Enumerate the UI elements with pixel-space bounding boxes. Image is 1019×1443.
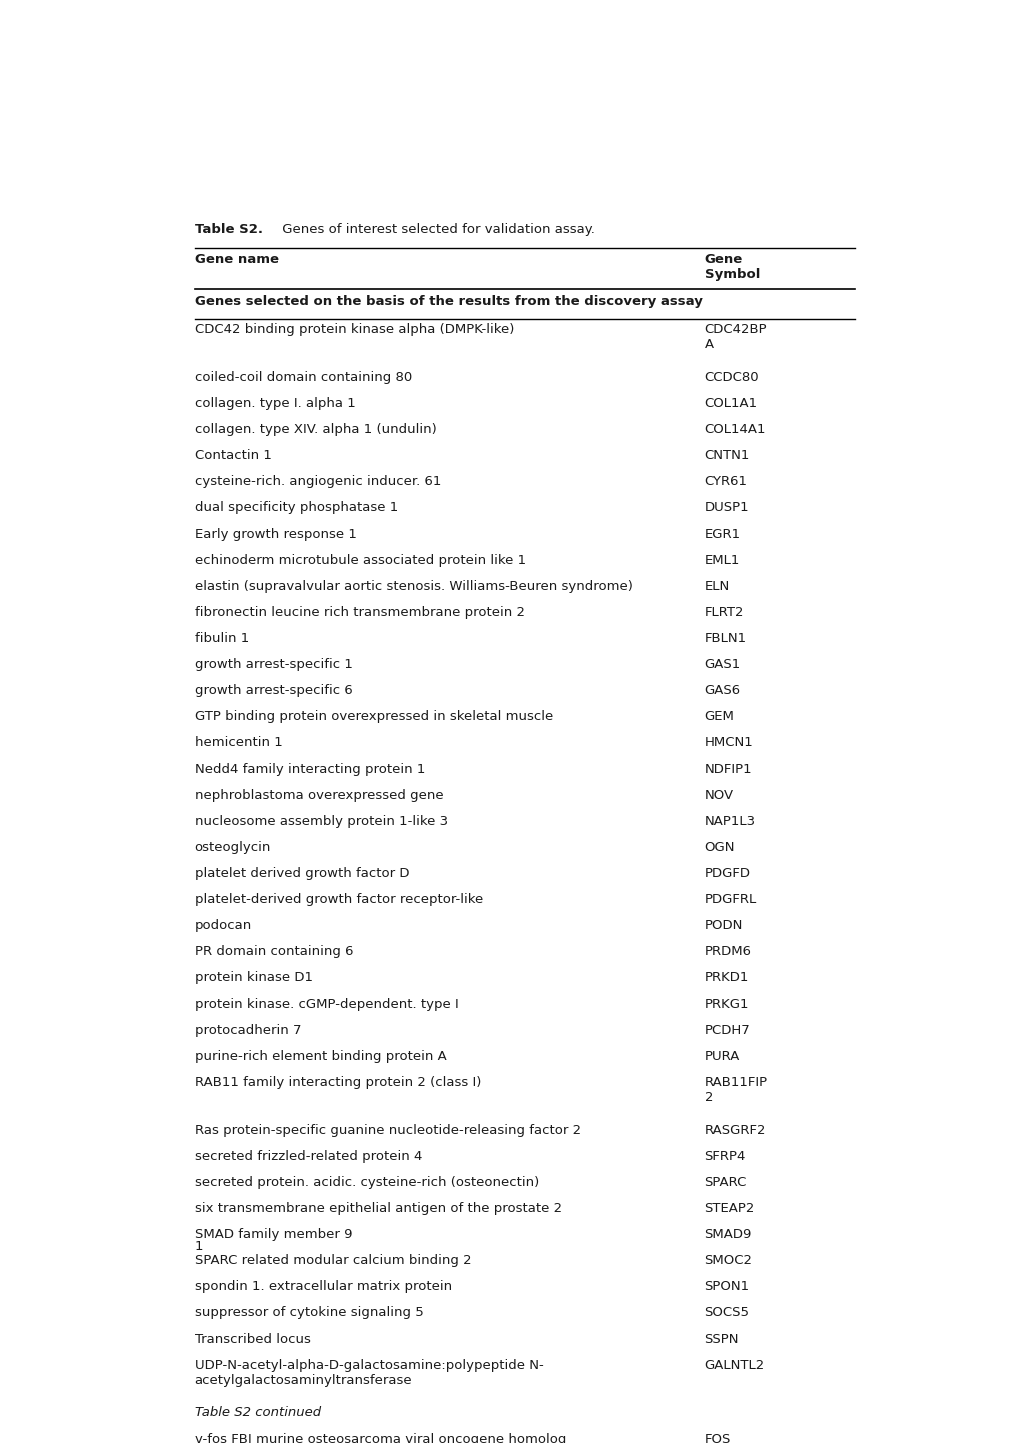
Text: protocadherin 7: protocadherin 7 (195, 1023, 301, 1036)
Text: PCDH7: PCDH7 (704, 1023, 750, 1036)
Text: OGN: OGN (704, 841, 735, 854)
Text: Transcribed locus: Transcribed locus (195, 1332, 310, 1346)
Text: CDC42 binding protein kinase alpha (DMPK-like): CDC42 binding protein kinase alpha (DMPK… (195, 323, 514, 336)
Text: COL1A1: COL1A1 (704, 397, 757, 410)
Text: 1: 1 (195, 1240, 203, 1253)
Text: GAS1: GAS1 (704, 658, 740, 671)
Text: FBLN1: FBLN1 (704, 632, 746, 645)
Text: protein kinase D1: protein kinase D1 (195, 971, 313, 984)
Text: HMCN1: HMCN1 (704, 736, 753, 749)
Text: growth arrest-specific 1: growth arrest-specific 1 (195, 658, 353, 671)
Text: ELN: ELN (704, 580, 730, 593)
Text: EML1: EML1 (704, 554, 739, 567)
Text: purine-rich element binding protein A: purine-rich element binding protein A (195, 1051, 446, 1063)
Text: fibulin 1: fibulin 1 (195, 632, 249, 645)
Text: RAB11 family interacting protein 2 (class I): RAB11 family interacting protein 2 (clas… (195, 1076, 481, 1089)
Text: osteoglycin: osteoglycin (195, 841, 271, 854)
Text: SFRP4: SFRP4 (704, 1150, 745, 1163)
Text: Genes of interest selected for validation assay.: Genes of interest selected for validatio… (277, 224, 594, 237)
Text: cysteine-rich. angiogenic inducer. 61: cysteine-rich. angiogenic inducer. 61 (195, 475, 440, 488)
Text: six transmembrane epithelial antigen of the prostate 2: six transmembrane epithelial antigen of … (195, 1202, 561, 1215)
Text: secreted frizzled-related protein 4: secreted frizzled-related protein 4 (195, 1150, 422, 1163)
Text: Gene
Symbol: Gene Symbol (704, 253, 759, 281)
Text: GAS6: GAS6 (704, 684, 740, 697)
Text: PODN: PODN (704, 919, 742, 932)
Text: echinoderm microtubule associated protein like 1: echinoderm microtubule associated protei… (195, 554, 526, 567)
Text: DUSP1: DUSP1 (704, 502, 748, 515)
Text: NOV: NOV (704, 789, 733, 802)
Text: Ras protein-specific guanine nucleotide-releasing factor 2: Ras protein-specific guanine nucleotide-… (195, 1124, 580, 1137)
Text: GTP binding protein overexpressed in skeletal muscle: GTP binding protein overexpressed in ske… (195, 710, 552, 723)
Text: Genes selected on the basis of the results from the discovery assay: Genes selected on the basis of the resul… (195, 296, 702, 309)
Text: platelet derived growth factor D: platelet derived growth factor D (195, 867, 409, 880)
Text: PURA: PURA (704, 1051, 739, 1063)
Text: RAB11FIP
2: RAB11FIP 2 (704, 1076, 767, 1104)
Text: FLRT2: FLRT2 (704, 606, 743, 619)
Text: Table S2 continued: Table S2 continued (195, 1407, 321, 1420)
Text: NDFIP1: NDFIP1 (704, 762, 751, 775)
Text: CDC42BP
A: CDC42BP A (704, 323, 766, 351)
Text: NAP1L3: NAP1L3 (704, 815, 755, 828)
Text: collagen. type I. alpha 1: collagen. type I. alpha 1 (195, 397, 355, 410)
Text: collagen. type XIV. alpha 1 (undulin): collagen. type XIV. alpha 1 (undulin) (195, 423, 436, 436)
Text: hemicentin 1: hemicentin 1 (195, 736, 282, 749)
Text: v-fos FBJ murine osteosarcoma viral oncogene homolog: v-fos FBJ murine osteosarcoma viral onco… (195, 1433, 566, 1443)
Text: STEAP2: STEAP2 (704, 1202, 754, 1215)
Text: protein kinase. cGMP-dependent. type I: protein kinase. cGMP-dependent. type I (195, 997, 458, 1010)
Text: PRKG1: PRKG1 (704, 997, 748, 1010)
Text: SOCS5: SOCS5 (704, 1306, 749, 1319)
Text: nephroblastoma overexpressed gene: nephroblastoma overexpressed gene (195, 789, 443, 802)
Text: spondin 1. extracellular matrix protein: spondin 1. extracellular matrix protein (195, 1280, 451, 1293)
Text: FOS: FOS (704, 1433, 731, 1443)
Text: podocan: podocan (195, 919, 252, 932)
Text: CCDC80: CCDC80 (704, 371, 758, 384)
Text: SSPN: SSPN (704, 1332, 739, 1346)
Text: CNTN1: CNTN1 (704, 449, 749, 462)
Text: PRKD1: PRKD1 (704, 971, 748, 984)
Text: PDGFD: PDGFD (704, 867, 750, 880)
Text: suppressor of cytokine signaling 5: suppressor of cytokine signaling 5 (195, 1306, 423, 1319)
Text: GALNTL2: GALNTL2 (704, 1359, 764, 1372)
Text: RASGRF2: RASGRF2 (704, 1124, 765, 1137)
Text: CYR61: CYR61 (704, 475, 747, 488)
Text: Contactin 1: Contactin 1 (195, 449, 271, 462)
Text: COL14A1: COL14A1 (704, 423, 765, 436)
Text: SPARC related modular calcium binding 2: SPARC related modular calcium binding 2 (195, 1254, 471, 1267)
Text: SPARC: SPARC (704, 1176, 746, 1189)
Text: SMAD family member 9: SMAD family member 9 (195, 1228, 352, 1241)
Text: elastin (supravalvular aortic stenosis. Williams-Beuren syndrome): elastin (supravalvular aortic stenosis. … (195, 580, 632, 593)
Text: GEM: GEM (704, 710, 734, 723)
Text: EGR1: EGR1 (704, 528, 740, 541)
Text: secreted protein. acidic. cysteine-rich (osteonectin): secreted protein. acidic. cysteine-rich … (195, 1176, 538, 1189)
Text: nucleosome assembly protein 1-like 3: nucleosome assembly protein 1-like 3 (195, 815, 447, 828)
Text: platelet-derived growth factor receptor-like: platelet-derived growth factor receptor-… (195, 893, 482, 906)
Text: SPON1: SPON1 (704, 1280, 749, 1293)
Text: dual specificity phosphatase 1: dual specificity phosphatase 1 (195, 502, 397, 515)
Text: SMAD9: SMAD9 (704, 1228, 751, 1241)
Text: SMOC2: SMOC2 (704, 1254, 752, 1267)
Text: growth arrest-specific 6: growth arrest-specific 6 (195, 684, 353, 697)
Text: Table S2.: Table S2. (195, 224, 263, 237)
Text: Nedd4 family interacting protein 1: Nedd4 family interacting protein 1 (195, 762, 425, 775)
Text: Gene name: Gene name (195, 253, 278, 266)
Text: PRDM6: PRDM6 (704, 945, 751, 958)
Text: UDP-N-acetyl-alpha-D-galactosamine:polypeptide N-
acetylgalactosaminyltransferas: UDP-N-acetyl-alpha-D-galactosamine:polyp… (195, 1359, 543, 1387)
Text: PDGFRL: PDGFRL (704, 893, 756, 906)
Text: PR domain containing 6: PR domain containing 6 (195, 945, 353, 958)
Text: fibronectin leucine rich transmembrane protein 2: fibronectin leucine rich transmembrane p… (195, 606, 524, 619)
Text: Early growth response 1: Early growth response 1 (195, 528, 357, 541)
Text: coiled-coil domain containing 80: coiled-coil domain containing 80 (195, 371, 412, 384)
